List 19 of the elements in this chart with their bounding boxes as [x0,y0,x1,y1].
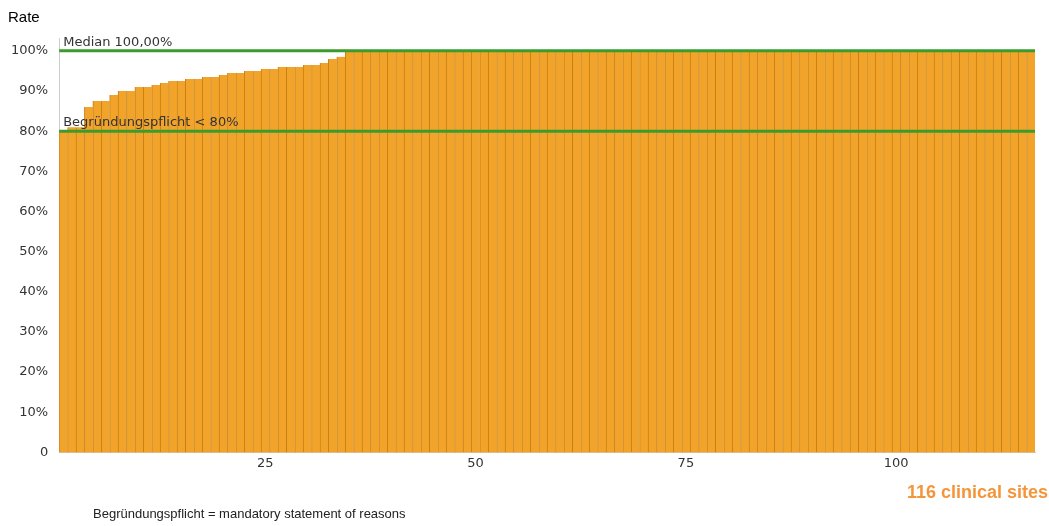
y-tick-label: 40% [19,283,49,299]
y-tick-label: 100% [10,42,49,58]
x-tick-label: 100 [883,454,909,470]
x-tick-label: 75 [677,454,695,470]
y-tick-label: 10% [19,403,49,419]
y-tick-label: 30% [19,323,49,339]
y-tick-label: 50% [19,243,49,258]
y-tick-label: 60% [19,202,49,218]
ref-line-label: Median 100,00% [63,33,173,49]
y-tick-label: 0 [39,443,49,459]
y-tick-label: 20% [19,363,49,379]
text: Begründungspflicht = mandatory statement of reasons [93,506,406,521]
x-tick-label: 25 [257,454,274,470]
text: 116 clinical sites [906,482,1048,503]
y-tick-label: 90% [19,82,49,98]
x-tick-label: 50 [467,454,484,470]
y-tick-label: 70% [19,162,49,178]
y-tick-label: 80% [19,122,49,138]
y-axis-title: Rate [8,8,41,27]
